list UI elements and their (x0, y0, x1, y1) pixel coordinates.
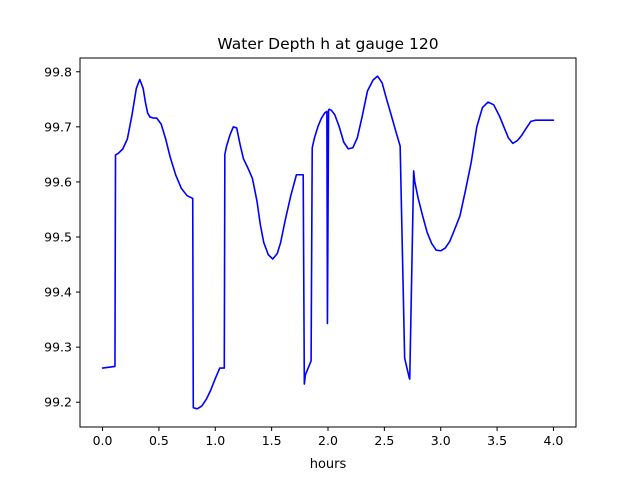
y-tick-label: 99.5 (44, 229, 72, 244)
x-tick-label: 1.5 (262, 433, 282, 448)
series-line-0 (101, 75, 555, 410)
x-tick-label: 2.5 (374, 433, 394, 448)
x-tick-label: 0.0 (93, 433, 113, 448)
x-tick-label: 0.5 (149, 433, 169, 448)
x-tick-label: 3.5 (487, 433, 507, 448)
x-tick-label: 1.0 (205, 433, 225, 448)
y-tick-label: 99.3 (44, 340, 72, 355)
x-tick-label: 2.0 (318, 433, 338, 448)
chart-title: Water Depth h at gauge 120 (217, 35, 438, 53)
y-tick-label: 99.2 (44, 395, 72, 410)
y-axis-ticks: 99.2 99.3 99.4 99.5 99.6 99.7 99.8 (44, 64, 80, 410)
x-tick-label: 4.0 (544, 433, 564, 448)
y-tick-label: 99.8 (44, 64, 72, 79)
y-tick-label: 99.4 (44, 285, 72, 300)
y-tick-label: 99.7 (44, 119, 72, 134)
y-tick-label: 99.6 (44, 174, 72, 189)
x-axis-ticks: 0.0 0.5 1.0 1.5 2.0 2.5 3.0 3.5 4.0 (93, 427, 564, 448)
x-tick-label: 3.0 (431, 433, 451, 448)
x-axis-title: hours (310, 457, 347, 472)
